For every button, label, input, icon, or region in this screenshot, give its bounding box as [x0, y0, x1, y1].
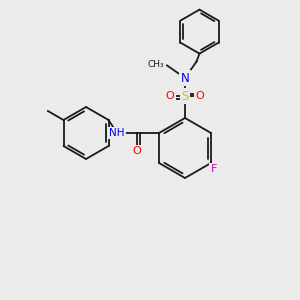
Text: CH₃: CH₃ — [147, 60, 164, 69]
Text: N: N — [181, 71, 189, 85]
Text: NH: NH — [109, 128, 125, 138]
Text: S: S — [181, 89, 189, 103]
Text: O: O — [196, 91, 204, 101]
Text: O: O — [133, 146, 141, 156]
Text: F: F — [211, 164, 217, 174]
Text: O: O — [166, 91, 174, 101]
